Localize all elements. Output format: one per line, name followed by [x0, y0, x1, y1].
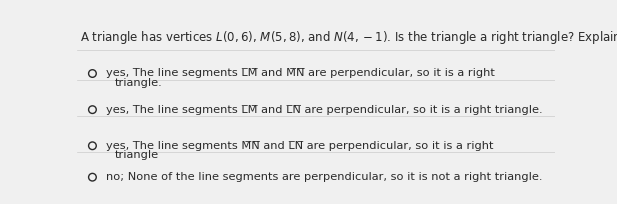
Text: yes, The line segments L̅M̅ and L̅N̅ are perpendicular, so it is a right triangl: yes, The line segments L̅M̅ and L̅N̅ are…: [106, 105, 542, 115]
Text: yes, The line segments M̅N̅ and L̅N̅ are perpendicular, so it is a right: yes, The line segments M̅N̅ and L̅N̅ are…: [106, 141, 494, 151]
Text: A triangle has vertices $L(0, 6)$, $M(5, 8)$, and $N(4, -1)$. Is the triangle a : A triangle has vertices $L(0, 6)$, $M(5,…: [80, 29, 617, 46]
Text: no; None of the line segments are perpendicular, so it is not a right triangle.: no; None of the line segments are perpen…: [106, 172, 542, 182]
Text: yes, The line segments L̅M̅ and M̅N̅ are perpendicular, so it is a right: yes, The line segments L̅M̅ and M̅N̅ are…: [106, 69, 495, 79]
Text: triangle: triangle: [114, 150, 159, 160]
Text: triangle.: triangle.: [114, 78, 162, 88]
